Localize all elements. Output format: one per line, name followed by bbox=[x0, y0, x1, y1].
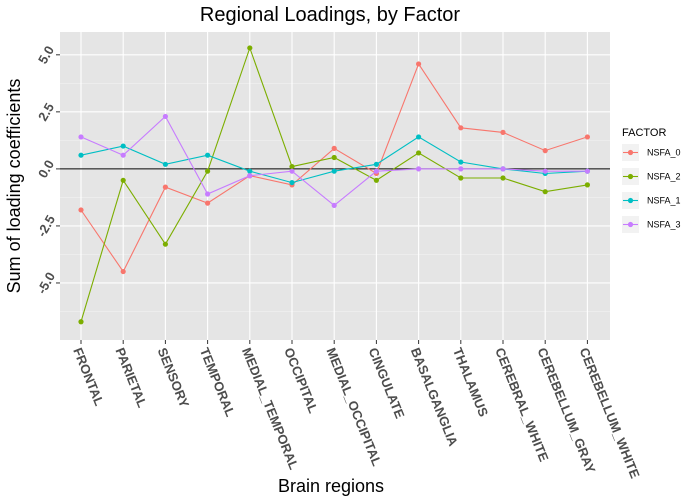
legend-key-point bbox=[627, 173, 634, 180]
x-tick-label: BASALGANGLIA bbox=[408, 346, 461, 449]
legend-item-NSFA_0: NSFA_0 bbox=[622, 144, 681, 161]
data-point bbox=[162, 184, 168, 190]
data-point bbox=[162, 241, 168, 247]
data-point bbox=[289, 179, 295, 186]
data-point bbox=[331, 202, 337, 208]
series-NSFA_2 bbox=[78, 45, 591, 325]
legend-item-NSFA_2: NSFA_2 bbox=[622, 168, 681, 185]
data-point bbox=[247, 45, 253, 51]
legend-items: NSFA_0 NSFA_2 NSFA_1 NSFA_3 bbox=[622, 144, 681, 233]
data-point bbox=[542, 189, 548, 195]
chart-title: Regional Loadings, by Factor bbox=[200, 4, 460, 26]
x-axis-ticks: FRONTAL PARIETAL SENSORY TEMPORAL MEDIAL_TEM… bbox=[70, 340, 643, 481]
x-tick-label: SENSORY bbox=[155, 346, 193, 410]
data-point bbox=[584, 168, 591, 174]
legend-key-point bbox=[627, 197, 634, 204]
data-point bbox=[416, 134, 422, 140]
data-point bbox=[500, 129, 506, 135]
data-point bbox=[78, 319, 84, 325]
data-point bbox=[542, 148, 548, 154]
legend-item-NSFA_3: NSFA_3 bbox=[622, 216, 681, 233]
data-point bbox=[289, 164, 295, 170]
data-point bbox=[78, 207, 84, 213]
data-point bbox=[416, 61, 422, 67]
legend-label: NSFA_2 bbox=[647, 172, 681, 182]
data-point bbox=[331, 168, 337, 174]
series-layer bbox=[78, 45, 591, 325]
y-axis-title: Sum of loading coefficients bbox=[4, 79, 24, 294]
data-point bbox=[584, 134, 591, 140]
legend-title: FACTOR bbox=[622, 127, 666, 139]
data-point bbox=[120, 177, 126, 183]
data-point bbox=[120, 152, 126, 158]
data-point bbox=[205, 191, 211, 197]
series-NSFA_3 bbox=[78, 113, 591, 208]
data-point bbox=[542, 168, 548, 174]
legend: FACTOR NSFA_0 NSFA_2 NSFA_1 NSFA_3 bbox=[622, 127, 681, 233]
legend-label: NSFA_1 bbox=[647, 196, 681, 206]
data-point bbox=[331, 145, 337, 151]
data-point bbox=[162, 113, 168, 120]
data-point bbox=[458, 166, 464, 172]
x-tick-label: FRONTAL bbox=[70, 346, 107, 408]
data-point bbox=[500, 166, 506, 172]
data-point bbox=[78, 134, 84, 140]
data-point bbox=[120, 268, 126, 275]
data-point bbox=[373, 168, 379, 174]
legend-label: NSFA_3 bbox=[647, 220, 681, 230]
data-point bbox=[416, 166, 422, 172]
data-point bbox=[584, 182, 591, 188]
y-tick-label: 0.0 bbox=[35, 157, 57, 180]
data-point bbox=[247, 173, 253, 179]
data-point bbox=[373, 161, 379, 167]
data-point bbox=[416, 150, 422, 156]
y-tick-label: 5.0 bbox=[35, 43, 57, 66]
legend-key-point bbox=[627, 149, 634, 156]
x-axis-title: Brain regions bbox=[278, 476, 384, 496]
data-point bbox=[78, 152, 84, 158]
data-point bbox=[205, 200, 211, 206]
legend-key-point bbox=[627, 221, 634, 228]
data-point bbox=[458, 159, 464, 165]
data-point bbox=[120, 143, 126, 149]
x-tick-label: TEMPORAL bbox=[197, 346, 238, 419]
data-point bbox=[458, 125, 464, 131]
y-tick-label: 2.5 bbox=[35, 100, 57, 123]
y-tick-label: -2.5 bbox=[34, 212, 58, 239]
x-tick-label: THALAMUS bbox=[450, 346, 491, 420]
y-tick-label: -5.0 bbox=[34, 270, 58, 297]
series-NSFA_0 bbox=[78, 61, 591, 275]
x-tick-label: CINGULATE bbox=[366, 346, 408, 421]
data-point bbox=[331, 154, 337, 161]
data-point bbox=[500, 175, 506, 181]
data-point bbox=[289, 168, 295, 174]
data-point bbox=[205, 168, 211, 174]
data-point bbox=[247, 168, 253, 174]
data-point bbox=[373, 177, 379, 183]
x-tick-label: OCCIPITAL bbox=[281, 346, 321, 416]
x-tick-label: PARIETAL bbox=[112, 346, 150, 410]
legend-label: NSFA_0 bbox=[647, 148, 681, 158]
data-point bbox=[205, 152, 211, 158]
data-point bbox=[458, 175, 464, 181]
legend-item-NSFA_1: NSFA_1 bbox=[622, 192, 681, 209]
y-axis-ticks: -5.0 -2.5 0.0 2.5 5.0 bbox=[34, 43, 60, 296]
data-point bbox=[162, 161, 168, 167]
